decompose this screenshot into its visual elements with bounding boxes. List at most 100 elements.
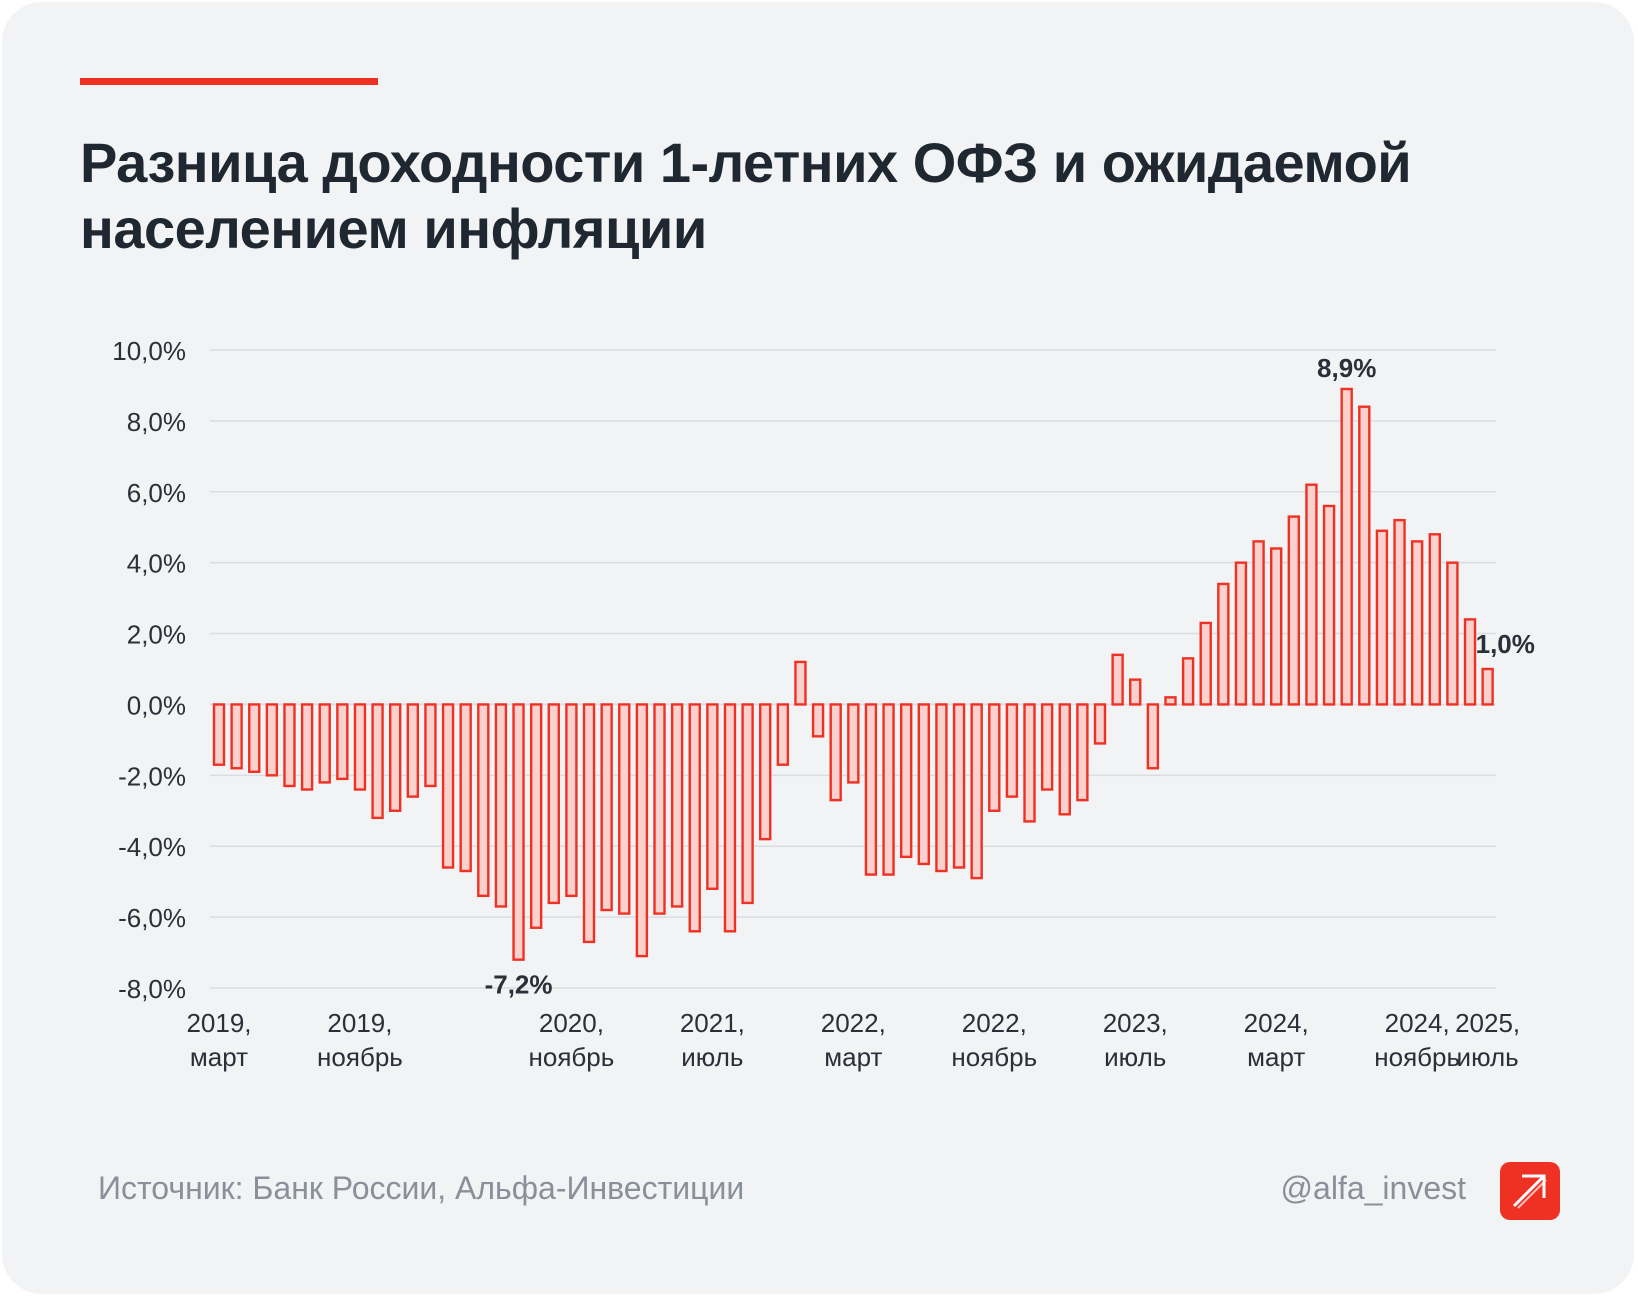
bar (759, 703, 772, 841)
data-label: -7,2% (485, 970, 553, 1000)
bar (424, 703, 437, 788)
bar (512, 703, 525, 961)
bar (248, 703, 261, 773)
bar (688, 703, 701, 933)
y-tick-label: -4,0% (118, 832, 186, 862)
bar (441, 703, 455, 869)
x-tick-label: март (1247, 1042, 1305, 1072)
bar (1005, 703, 1019, 798)
bar (1093, 703, 1107, 745)
bar (670, 703, 684, 908)
data-label: 8,9% (1317, 353, 1376, 383)
x-tick-label: 2021, (680, 1008, 745, 1038)
bar (882, 703, 895, 876)
data-label: 1,0% (1476, 629, 1535, 659)
bar (1340, 387, 1353, 706)
bar (1322, 504, 1336, 706)
x-tick-label: 2022, (821, 1008, 886, 1038)
source-note: Источник: Банк России, Альфа-Инвестиции (98, 1170, 745, 1206)
y-tick-label: -6,0% (118, 903, 186, 933)
chart-title: Разница доходности 1-летних ОФЗ и ожидае… (80, 131, 1412, 260)
y-tick-label: 0,0% (127, 690, 186, 720)
bar (970, 703, 983, 880)
alfa-arrow-icon (1500, 1162, 1560, 1220)
bar (1269, 547, 1283, 706)
bar (1040, 703, 1054, 791)
y-tick-label: -8,0% (118, 974, 186, 1004)
bar (653, 703, 666, 915)
bar (265, 703, 279, 777)
bar (300, 703, 314, 791)
bar (565, 703, 578, 898)
bar (1023, 703, 1036, 823)
bar (988, 703, 1001, 812)
bar (459, 703, 472, 873)
bar (1129, 678, 1142, 706)
y-tick-label: 8,0% (127, 407, 186, 437)
bar (1076, 703, 1089, 802)
bar (899, 703, 913, 859)
bar (353, 703, 367, 791)
bar (1463, 618, 1477, 706)
bar (1481, 667, 1494, 706)
bar (1146, 703, 1160, 770)
bar (618, 703, 631, 915)
x-tick-label: июль (681, 1042, 743, 1072)
x-tick-label: 2022, (962, 1008, 1027, 1038)
bar (1111, 653, 1124, 706)
y-tick-label: 4,0% (127, 549, 186, 579)
accent-line (80, 78, 378, 85)
bar (847, 703, 860, 784)
bar (1234, 561, 1248, 706)
bar (336, 703, 349, 781)
x-tick-label: ноябрь (317, 1042, 403, 1072)
bar (1199, 621, 1212, 706)
bar (1446, 561, 1459, 706)
bar (917, 703, 930, 866)
bar (1410, 540, 1424, 706)
x-tick-label: ноябрь (951, 1042, 1037, 1072)
bar (794, 660, 807, 706)
bar (494, 703, 508, 908)
x-tick-label: март (824, 1042, 882, 1072)
x-tick-label: ноябрь (1374, 1042, 1460, 1072)
x-tick-label: март (190, 1042, 248, 1072)
y-tick-label: -2,0% (118, 761, 186, 791)
x-tick-label: 2024, (1244, 1008, 1309, 1038)
y-tick-label: 10,0% (112, 336, 186, 366)
x-tick-label: 2023, (1103, 1008, 1168, 1038)
bar (1393, 518, 1406, 706)
bar (864, 703, 878, 876)
bar (1375, 529, 1389, 706)
bar (318, 703, 331, 784)
bar (723, 703, 737, 933)
bar (776, 703, 790, 766)
bar (741, 703, 754, 905)
bar (477, 703, 490, 898)
bar (811, 703, 825, 738)
bar (935, 703, 948, 873)
bar (1287, 515, 1301, 706)
bar (1181, 657, 1195, 706)
y-tick-label: 2,0% (127, 620, 186, 650)
bar (706, 703, 719, 890)
x-tick-label: 2019, (186, 1008, 251, 1038)
brand-handle: @alfa_invest (1280, 1170, 1466, 1206)
bar (1252, 540, 1265, 706)
y-tick-label: 6,0% (127, 478, 186, 508)
x-tick-label: 2024, (1385, 1008, 1450, 1038)
bar (582, 703, 596, 944)
x-tick-label: 2025, (1455, 1008, 1520, 1038)
bar (406, 703, 420, 798)
bar (283, 703, 296, 788)
bar (1358, 405, 1371, 706)
x-tick-label: 2019, (327, 1008, 392, 1038)
bar (1305, 483, 1318, 706)
x-tick-label: июль (1457, 1042, 1519, 1072)
bar (952, 703, 966, 869)
bar (1058, 703, 1071, 816)
x-tick-label: 2020, (539, 1008, 604, 1038)
bar (212, 703, 226, 766)
